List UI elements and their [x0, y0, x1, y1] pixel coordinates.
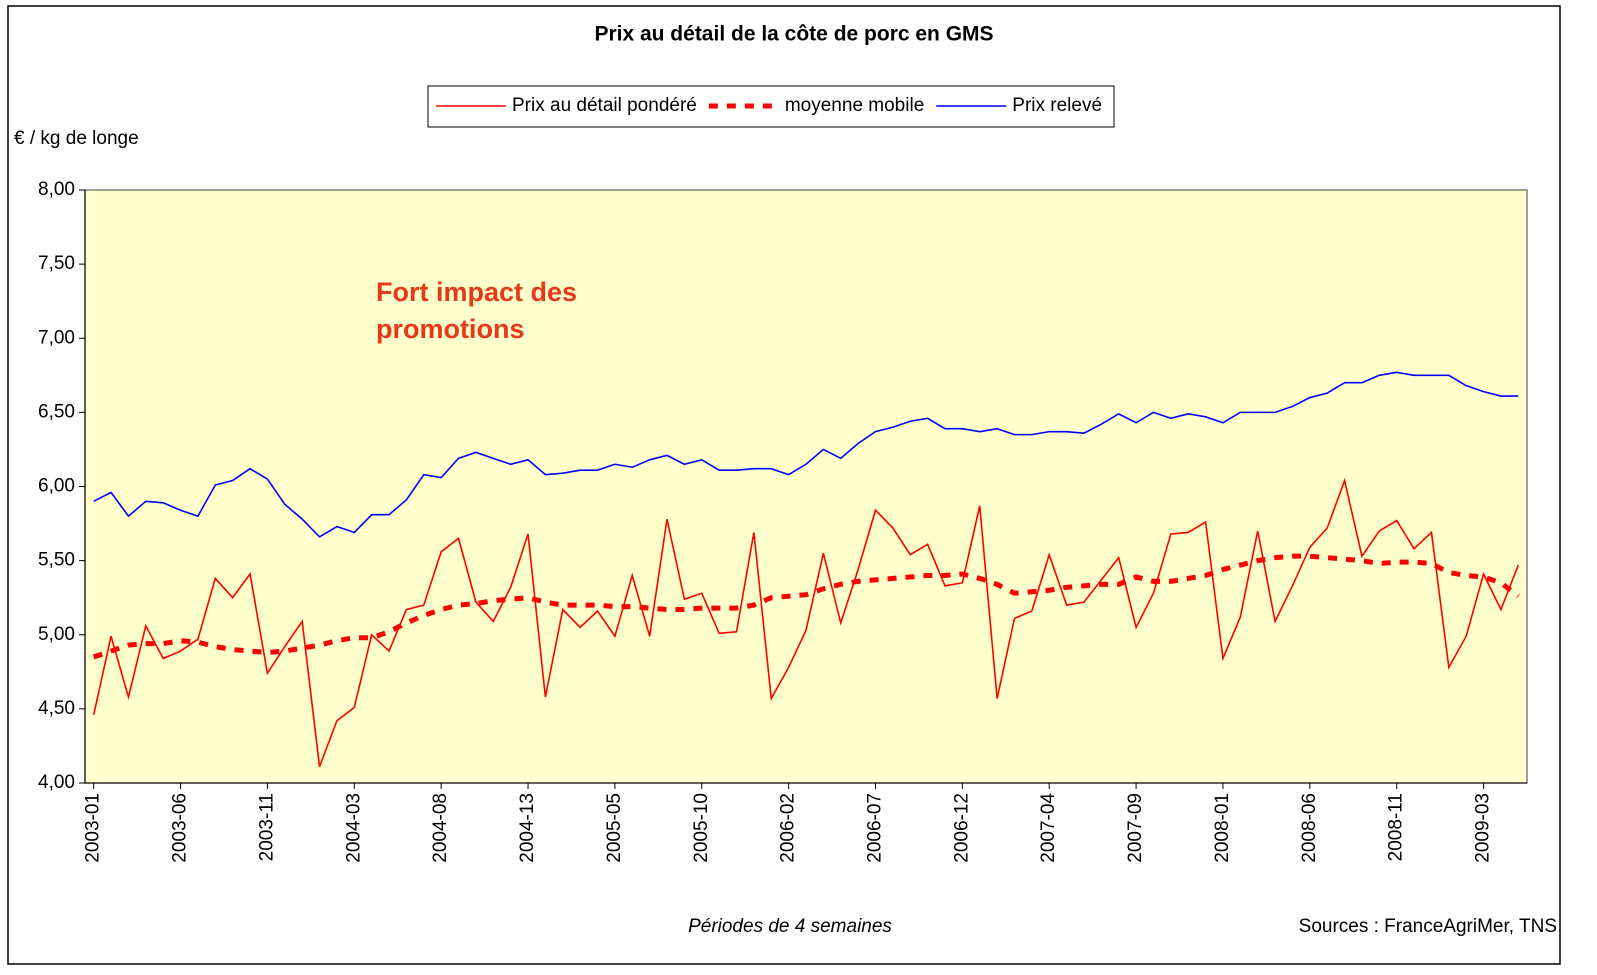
x-tick-label: 2006-07: [865, 793, 886, 863]
y-tick-label: 7,50: [38, 253, 75, 274]
annotation: Fort impact des: [376, 277, 577, 307]
y-tick-label: 6,50: [38, 401, 75, 422]
series-line: [92, 553, 1520, 660]
x-tick-label: 2007-04: [1038, 793, 1059, 863]
x-tick-label: 2008-06: [1299, 793, 1320, 863]
legend-label: Prix relevé: [1012, 95, 1102, 116]
x-tick-label: 2003-01: [83, 793, 104, 863]
series-line: [93, 371, 1519, 538]
chart-title: Prix au détail de la côte de porc en GMS: [594, 23, 993, 46]
x-tick-label: 2004-03: [343, 793, 364, 863]
y-tick-label: 8,00: [38, 179, 75, 200]
y-tick-label: 4,00: [38, 772, 75, 793]
plot-area: [84, 189, 1528, 784]
y-tick-label: 7,00: [38, 327, 75, 348]
y-tick-label: 6,00: [38, 476, 75, 497]
legend: Prix au détail pondéré moyenne mobile Prix…: [427, 85, 1115, 128]
x-axis-title: Périodes de 4 semaines: [688, 916, 892, 937]
x-tick-label: 2006-12: [951, 793, 972, 863]
x-tick-label: 2008-01: [1212, 793, 1233, 863]
y-axis-title: € / kg de longe: [14, 128, 139, 149]
source: Sources : FranceAgriMer, TNS: [1299, 916, 1557, 937]
x-tick-label: 2005-10: [691, 793, 712, 863]
x-tick-label: 2008-11: [1386, 793, 1407, 861]
series-line: [92, 477, 1520, 767]
x-tick-label: 2007-09: [1125, 793, 1146, 863]
x-tick-label: 2005-05: [604, 793, 625, 863]
x-tick-label: 2009-03: [1473, 793, 1494, 863]
y-tick-label: 4,50: [38, 698, 75, 719]
x-tick-label: 2004-08: [430, 793, 451, 863]
x-tick-label: 2003-06: [170, 793, 191, 863]
y-tick-label: 5,00: [38, 624, 75, 645]
x-tick-label: 2006-02: [778, 793, 799, 863]
legend-label: moyenne mobile: [785, 95, 924, 116]
legend-label: Prix au détail pondéré: [512, 95, 697, 116]
annotation: promotions: [376, 314, 525, 344]
x-tick-label: 2004-13: [517, 793, 538, 863]
y-tick-label: 5,50: [38, 550, 75, 571]
x-tick-label: 2003-11: [256, 793, 277, 861]
